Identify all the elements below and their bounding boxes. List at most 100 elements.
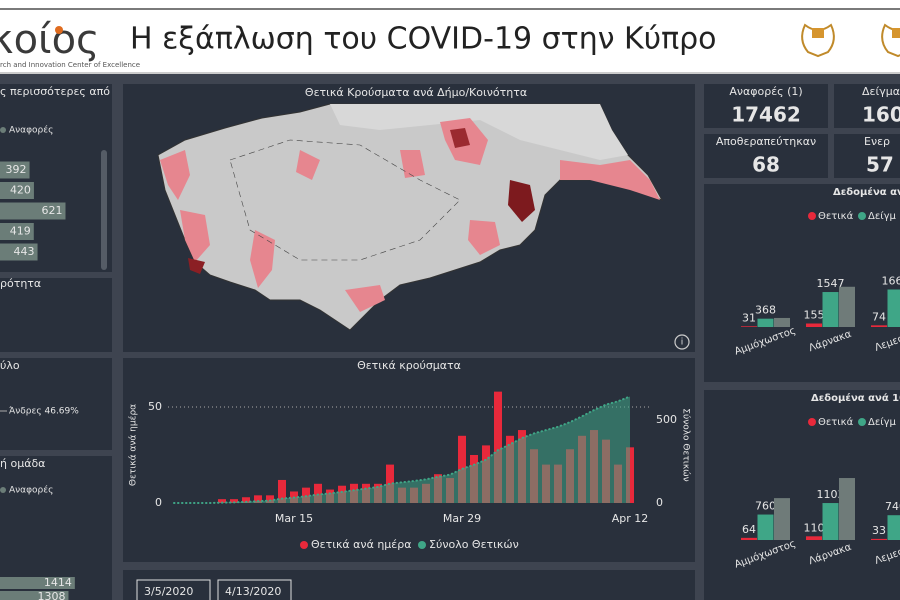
legend-swatch [0,487,6,493]
card-label: Δείγμα [862,85,900,98]
x-tick-label: Mar 29 [443,512,481,525]
y2-tick-label: 0 [656,496,663,509]
bar [254,495,262,503]
bar [839,286,855,327]
bar [0,161,30,179]
bar [822,503,839,540]
panel-title: ς περισσότερες από [0,85,110,98]
bar-label: 392 [6,163,27,176]
bar [218,499,226,503]
y-tick-label: 0 [155,496,162,509]
bar [822,292,839,327]
svg-text:i: i [681,338,684,348]
panel-title: Θετικά Κρούσματα ανά Δήμο/Κοινότητα [305,86,527,99]
bar [871,325,887,327]
legend-swatch [808,212,816,220]
bar [230,499,238,503]
date-to: 4/13/2020 [225,585,281,598]
bar-label: 110 [804,521,825,534]
line [173,395,631,504]
bar-label: 31 [742,311,756,324]
emblem [881,23,900,58]
bar [757,514,774,540]
logo: κοίος [0,17,100,63]
legend-label: Θετικά ανά ημέρα [311,538,411,551]
bar [806,536,822,540]
panel-title: ρότητα [0,277,41,290]
card-value: 57 [866,153,894,177]
y-axis-label: Θετικά ανά ημέρα [128,404,139,486]
bar [494,391,502,503]
bar [774,498,790,540]
bar [314,483,322,503]
panel-title: ή ομάδα [0,457,45,470]
page-title: Η εξάπλωση του COVID-19 στην Κύπρο [130,22,717,57]
bar [806,323,822,327]
bar [278,479,286,503]
legend-label: Θετικά [818,416,854,428]
logo-dot [55,26,63,34]
panel-title: Δεδομένα ανά 10 [811,392,900,404]
bar [839,478,855,540]
panel-title: Δεδομένα αν [833,186,900,198]
date-input[interactable] [136,579,211,600]
legend-label: Δείγμ [868,210,897,222]
bar-label: 419 [10,225,31,238]
legend-swatch [858,418,866,426]
bar [741,537,757,540]
card-value: 68 [752,153,780,177]
y-tick-label: 50 [148,400,162,413]
bar [757,318,774,327]
bar [741,326,757,327]
bar-label: 64 [742,523,756,536]
bar [242,497,250,503]
bar-label: 1308 [37,590,65,600]
card-label: Ενερ [864,135,890,148]
header [0,0,900,74]
bar [871,538,887,540]
bar-label: 1103 [817,488,845,501]
bar-label: 760 [755,500,776,513]
legend-swatch [300,541,308,549]
bar [0,202,66,220]
panel-title: Θετικά κρούσματα [357,359,461,372]
card-label: Αναφορές (1) [729,85,802,98]
bar [0,577,75,589]
bar [887,515,900,540]
bar-label: 1660 [882,274,900,287]
bar-label: 155 [804,308,825,321]
pie-label: Άνδρες 46.69% [9,407,79,417]
logo-subtitle: rch and Innovation Center of Excellence [0,61,140,69]
bar-label: 740 [885,500,900,513]
bar [0,591,69,600]
legend-label: Αναφορές [9,125,53,136]
emblem [801,23,835,58]
x-tick-label: Mar 15 [275,512,313,525]
date-from: 3/5/2020 [144,585,193,598]
card-value: 17462 [731,103,801,127]
y2-tick-label: 500 [656,413,677,426]
bar [266,495,274,503]
bar-label: 1414 [44,576,72,589]
map: i [157,103,690,350]
bar-label: 33 [872,524,886,537]
legend-swatch [808,418,816,426]
legend-swatch [0,127,6,133]
bar-label: 1547 [817,277,845,290]
bar-label: 443 [14,245,35,258]
bar-label: 368 [755,304,776,317]
bar [0,182,34,199]
panel-title: ύλο [0,359,20,372]
card-value: 160 [862,103,900,127]
legend-label: Σύνολο Θετικών [429,538,519,551]
y2-axis-label: Σύνολο Θετικών [681,408,692,481]
legend-swatch [858,212,866,220]
bar-label: 74 [872,310,886,323]
bar [0,243,38,261]
scrollbar[interactable] [101,150,107,270]
legend-label: Δείγμ [868,416,897,428]
legend-label: Αναφορές [9,485,53,496]
date-input[interactable] [217,579,292,600]
x-tick-label: Apr 12 [612,512,649,525]
